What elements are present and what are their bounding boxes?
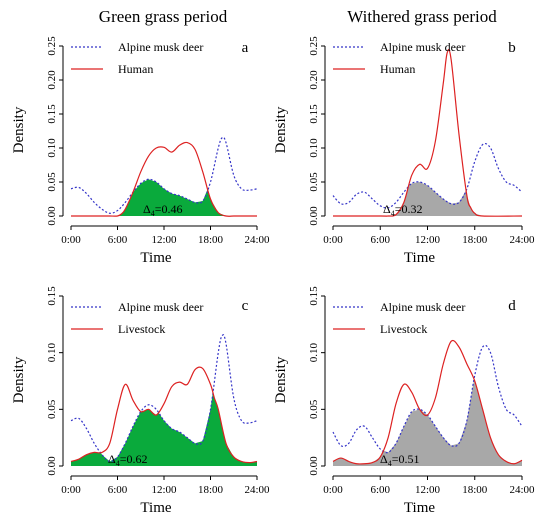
y-tick-label: 0.00 xyxy=(308,456,320,476)
series-line-livestock xyxy=(332,339,523,465)
overlap-area xyxy=(71,392,257,466)
x-tick-label: 18:00 xyxy=(198,484,224,496)
series-line-human xyxy=(332,49,523,217)
x-tick-label: 12:00 xyxy=(151,234,177,246)
x-axis-label: Time xyxy=(404,500,435,516)
x-tick-label: 0:00 xyxy=(61,234,81,246)
column-title-green: Green grass period xyxy=(99,7,228,26)
panel-letter: c xyxy=(242,298,249,314)
y-tick-label: 0.00 xyxy=(46,206,58,226)
x-tick-label: 0:00 xyxy=(323,234,343,246)
x-tick-label: 6:00 xyxy=(108,234,128,246)
y-tick-label: 0.10 xyxy=(308,138,320,158)
x-tick-label: 18:00 xyxy=(462,234,488,246)
legend-label: Alpine musk deer xyxy=(380,300,465,314)
panel-a: 0.00 0.05 0.10 0.15 0.20 0.25 0:00 6:00 12:00 18:… xyxy=(11,36,270,266)
y-tick-label: 0.10 xyxy=(46,138,58,158)
y-axis-label: Density xyxy=(273,106,289,153)
legend-label: Alpine musk deer xyxy=(118,300,203,314)
x-tick-label: 0:00 xyxy=(61,484,81,496)
y-tick-label: 0.10 xyxy=(46,343,58,363)
overlap-coefficient: Δ4=0.51 xyxy=(380,452,420,468)
y-tick-label: 0.00 xyxy=(308,206,320,226)
y-tick-label: 0.05 xyxy=(308,399,320,419)
column-title-withered: Withered grass period xyxy=(347,7,497,26)
x-tick-label: 24:00 xyxy=(509,484,535,496)
panel-d: 0.00 0.05 0.10 0.15 0:00 6:00 12:00 18:00 24:00 D… xyxy=(273,286,535,516)
y-tick-label: 0.10 xyxy=(308,343,320,363)
x-tick-label: 18:00 xyxy=(462,484,488,496)
x-axis-label: Time xyxy=(140,250,171,266)
legend-label: Human xyxy=(118,62,153,76)
y-tick-label: 0.25 xyxy=(308,36,320,56)
legend-label: Alpine musk deer xyxy=(380,40,465,54)
y-tick-label: 0.15 xyxy=(308,286,320,306)
overlap-coefficient: Δ4=0.62 xyxy=(108,452,148,468)
series-line-human xyxy=(70,141,257,217)
x-tick-label: 6:00 xyxy=(370,234,390,246)
y-tick-label: 0.15 xyxy=(308,104,320,124)
x-tick-label: 18:00 xyxy=(198,234,224,246)
x-tick-label: 24:00 xyxy=(509,234,535,246)
x-axis-label: Time xyxy=(140,500,171,516)
panel-letter: b xyxy=(508,40,516,56)
y-tick-label: 0.05 xyxy=(308,172,320,192)
series-line-musk-deer xyxy=(70,136,258,214)
y-tick-label: 0.20 xyxy=(46,70,58,90)
y-tick-label: 0.15 xyxy=(46,286,58,306)
legend-label: Human xyxy=(380,62,415,76)
x-tick-label: 0:00 xyxy=(323,484,343,496)
y-tick-label: 0.25 xyxy=(46,36,58,56)
x-tick-label: 12:00 xyxy=(415,484,441,496)
panel-letter: a xyxy=(242,40,249,56)
series-line-livestock xyxy=(70,366,258,464)
y-axis-label: Density xyxy=(11,106,27,153)
x-tick-label: 12:00 xyxy=(151,484,177,496)
x-tick-label: 12:00 xyxy=(415,234,441,246)
overlap-coefficient: Δ4=0.32 xyxy=(383,202,423,218)
x-tick-label: 24:00 xyxy=(244,234,270,246)
y-axis-label: Density xyxy=(11,356,27,403)
overlap-area xyxy=(333,182,522,216)
y-tick-label: 0.15 xyxy=(46,104,58,124)
x-tick-label: 24:00 xyxy=(244,484,270,496)
series-line-musk-deer xyxy=(70,334,258,463)
x-tick-label: 6:00 xyxy=(108,484,128,496)
panel-c: 0.00 0.05 0.10 0.15 0:00 6:00 12:00 18:00 24:00 D… xyxy=(11,286,270,516)
y-tick-label: 0.20 xyxy=(308,70,320,90)
panel-letter: d xyxy=(508,298,516,314)
y-tick-label: 0.05 xyxy=(46,399,58,419)
legend-label: Alpine musk deer xyxy=(118,40,203,54)
y-axis-label: Density xyxy=(273,356,289,403)
overlap-area xyxy=(333,379,522,466)
legend-label: Livestock xyxy=(118,322,165,336)
overlap-coefficient: Δ4=0.46 xyxy=(143,202,183,218)
x-axis-label: Time xyxy=(404,250,435,266)
y-tick-label: 0.00 xyxy=(46,456,58,476)
legend-label: Livestock xyxy=(380,322,427,336)
panel-b: 0.00 0.05 0.10 0.15 0.20 0.25 0:00 6:00 12:00 18:… xyxy=(273,36,535,266)
panels: 0.00 0.05 0.10 0.15 0.20 0.25 0:00 6:00 12:00 18:… xyxy=(11,36,535,516)
overlap-area xyxy=(71,179,257,216)
x-tick-label: 6:00 xyxy=(370,484,390,496)
y-tick-label: 0.05 xyxy=(46,172,58,192)
